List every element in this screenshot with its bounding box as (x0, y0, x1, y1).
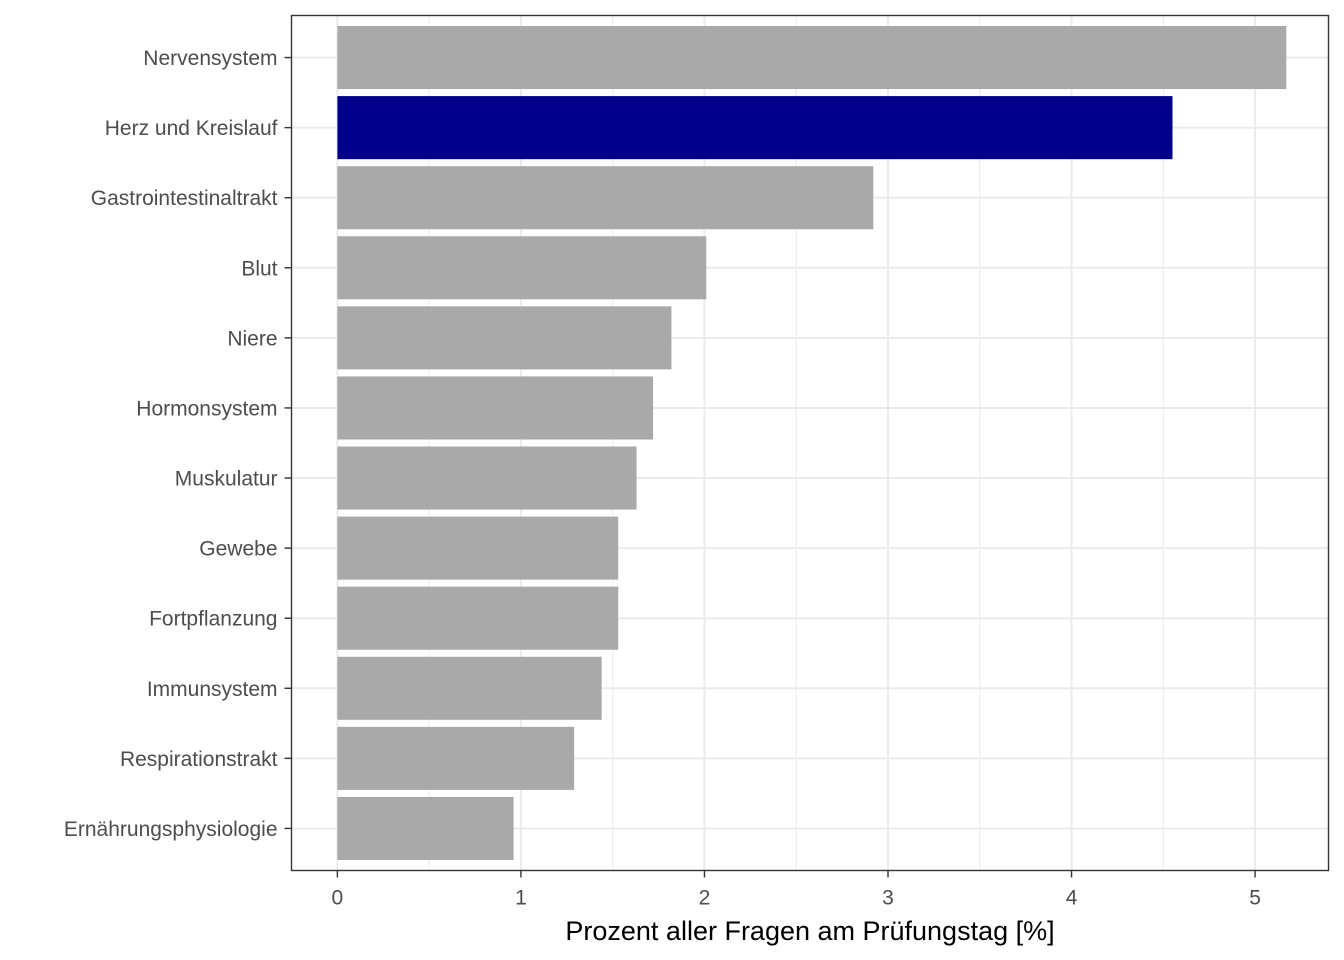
y-tick-label: Respirationstrakt (120, 748, 278, 771)
y-tick-label: Ernährungsphysiologie (64, 818, 278, 841)
y-axis: Nervensystem Herz und Kreislauf Gastrointe… (64, 47, 292, 841)
bar-ernährungsphysiologie (337, 796, 514, 860)
bar-blut (337, 236, 707, 300)
x-tick-label: 2 (699, 887, 711, 910)
y-tick-label: Blut (241, 257, 277, 280)
bar-immunsystem (337, 656, 602, 720)
bar-gastrointestinaltrakt (337, 166, 874, 230)
y-tick-label: Immunsystem (147, 678, 278, 701)
bar-fortpflanzung (337, 586, 619, 650)
x-tick-label: 1 (515, 887, 527, 910)
bar-niere (337, 306, 672, 370)
y-tick-label: Muskulatur (175, 468, 278, 491)
bar-nervensystem (337, 26, 1287, 90)
y-tick-label: Herz und Kreislauf (105, 117, 278, 140)
y-tick-label: Nervensystem (143, 47, 277, 70)
y-tick-label: Gewebe (199, 538, 277, 561)
bar-hormonsystem (337, 376, 654, 440)
x-tick-label: 5 (1249, 887, 1261, 910)
x-tick-label: 3 (882, 887, 894, 910)
panel-border (290, 14, 1330, 872)
bar-herz-und-kreislauf (337, 96, 1173, 160)
x-axis: 0 1 2 3 4 5 (332, 870, 1261, 910)
x-axis-title: Prozent aller Fragen am Prüfungstag [%] (565, 916, 1054, 946)
y-tick-label: Hormonsystem (136, 397, 277, 420)
y-tick-label: Niere (227, 327, 277, 350)
bar-gewebe (337, 516, 619, 580)
bar-muskulatur (337, 446, 637, 510)
bars (337, 26, 1287, 860)
x-tick-label: 0 (332, 887, 344, 910)
x-tick-label: 4 (1066, 887, 1078, 910)
bar-respirationstrakt (337, 726, 575, 790)
y-tick-label: Fortpflanzung (149, 608, 277, 631)
y-tick-label: Gastrointestinaltrakt (91, 187, 278, 210)
